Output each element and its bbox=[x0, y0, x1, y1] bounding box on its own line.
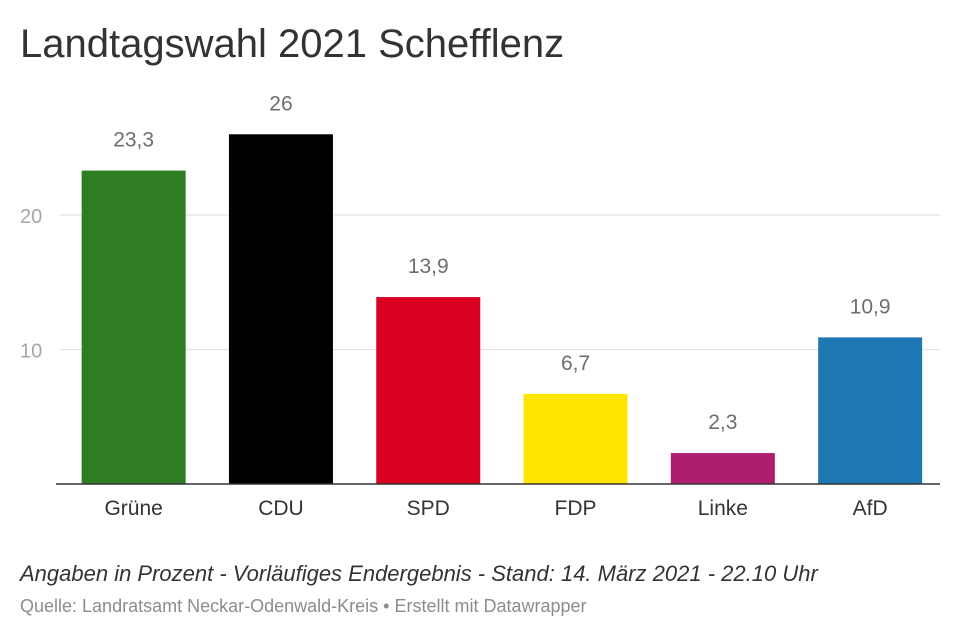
category-label-cdu: CDU bbox=[258, 497, 304, 520]
chart-title: Landtagswahl 2021 Schefflenz bbox=[20, 22, 565, 66]
value-label-fdp: 6,7 bbox=[561, 352, 590, 375]
category-label-linke: Linke bbox=[698, 497, 748, 520]
category-label-spd: SPD bbox=[407, 497, 450, 520]
source-text: Quelle: Landratsamt Neckar-Odenwald-Krei… bbox=[20, 596, 379, 616]
datawrapper-credit-link[interactable]: Erstellt mit Datawrapper bbox=[394, 596, 587, 616]
source-separator: • bbox=[378, 596, 395, 616]
category-label-fdp: FDP bbox=[555, 497, 597, 520]
value-label-afd: 10,9 bbox=[850, 295, 891, 318]
value-label-spd: 13,9 bbox=[408, 255, 449, 278]
value-label-linke: 2,3 bbox=[708, 411, 737, 434]
value-label-gr-ne: 23,3 bbox=[113, 129, 154, 152]
bar-spd bbox=[376, 297, 481, 484]
category-label-afd: AfD bbox=[853, 497, 888, 520]
chart-note: Angaben in Prozent - Vorläufiges Enderge… bbox=[20, 561, 818, 586]
bar-gr-ne bbox=[81, 170, 186, 485]
category-label-gr-ne: Grüne bbox=[104, 497, 162, 520]
bar-afd bbox=[818, 337, 923, 484]
bars: 23,3 26 13,9 6,7 2,3 10,9 bbox=[81, 92, 923, 485]
bar-fdp bbox=[523, 393, 628, 484]
bar-linke bbox=[670, 453, 775, 484]
y-tick-label: 20 bbox=[20, 206, 42, 228]
chart-source: Quelle: Landratsamt Neckar-Odenwald-Krei… bbox=[20, 595, 587, 617]
gridlines: 10 20 bbox=[20, 206, 940, 363]
x-axis: Grüne CDU SPD FDP Linke AfD bbox=[56, 483, 940, 520]
value-label-cdu: 26 bbox=[269, 92, 292, 115]
bar-cdu bbox=[228, 134, 333, 485]
y-tick-label: 10 bbox=[20, 341, 42, 363]
